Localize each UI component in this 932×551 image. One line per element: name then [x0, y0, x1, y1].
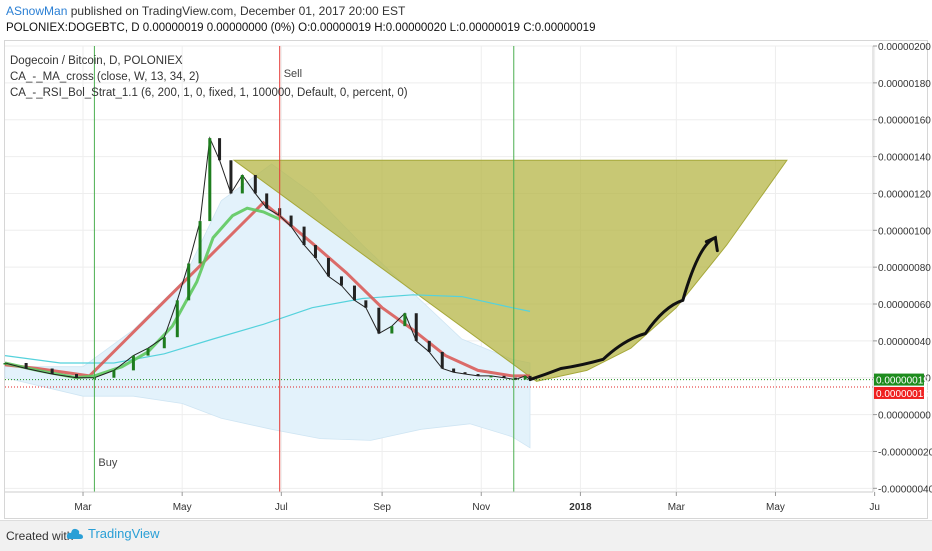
x-tick-label: May — [766, 502, 785, 513]
chart-frame — [4, 40, 928, 519]
price-candle — [229, 160, 233, 194]
x-tick-label: Mar — [74, 502, 92, 513]
tradingview-name: TradingView — [88, 526, 160, 541]
price-badge-label-0: 0.00000019 — [876, 376, 929, 387]
price-candle — [75, 374, 79, 378]
price-candle — [240, 175, 244, 194]
price-candle — [513, 377, 517, 380]
y-tick-label: 0.00000160 — [878, 116, 931, 127]
price-candle — [502, 375, 506, 378]
x-tick-label: 2018 — [569, 502, 592, 513]
signal-label-sell: Sell — [284, 68, 302, 80]
price-candle — [162, 337, 166, 349]
created-with-text: Created with — [6, 529, 74, 543]
price-candle — [289, 215, 293, 227]
price-candle — [24, 362, 28, 369]
y-tick-label: 0.00000000 — [878, 411, 931, 422]
price-candle — [339, 276, 343, 286]
price-candle — [218, 138, 222, 161]
price-candle — [253, 175, 257, 194]
y-tick-label: 0.00000180 — [878, 79, 931, 90]
price-candle — [198, 221, 202, 264]
price-close-line — [4, 136, 531, 381]
signal-label-buy: Buy — [98, 457, 117, 469]
hand-drawn-arrow — [528, 236, 717, 382]
price-candle — [476, 374, 480, 376]
y-tick-label: 0.00000100 — [878, 226, 931, 237]
tradingview-cloud-icon — [66, 528, 83, 539]
price-candle — [50, 368, 54, 375]
y-tick-label: -0.00000020 — [878, 447, 932, 458]
price-badge-bg-0 — [874, 373, 924, 386]
price-candle — [187, 263, 191, 301]
price-candle — [523, 375, 527, 380]
tradingview-brand[interactable]: TradingView — [66, 526, 160, 541]
x-tick-label: Ju — [869, 502, 880, 513]
price-candle — [3, 362, 7, 365]
x-tick-label: Nov — [472, 502, 490, 513]
price-candle — [326, 257, 330, 277]
x-tick-label: Sep — [373, 502, 391, 513]
hand-drawn-arrow-head — [704, 235, 719, 253]
price-candle — [131, 355, 135, 371]
price-candle — [440, 351, 444, 369]
y-tick-label: 0.00000060 — [878, 300, 931, 311]
price-candle — [302, 226, 306, 246]
y-tick-label: 0.00000140 — [878, 153, 931, 164]
legend-symbol[interactable]: Dogecoin / Bitcoin, D, POLONIEX — [10, 55, 183, 67]
price-badge-label-1: 0.00000015 — [876, 389, 929, 400]
price-candle — [313, 245, 317, 258]
price-candle — [352, 285, 356, 301]
price-candle — [175, 300, 179, 338]
y-tick-label: 0.00000120 — [878, 189, 931, 200]
price-candle — [208, 138, 212, 222]
x-tick-label: May — [173, 502, 192, 513]
price-candle — [377, 307, 381, 334]
legend-rsi-bol[interactable]: CA_-_RSI_Bol_Strat_1.1 (6, 200, 1, 0, fi… — [10, 87, 408, 99]
price-candle — [146, 348, 150, 356]
bollinger-band-area — [4, 163, 531, 449]
price-candle — [528, 375, 532, 380]
y-tick-label: 0.00000040 — [878, 337, 931, 348]
price-candle — [452, 368, 456, 373]
footer: Created with TradingView — [0, 520, 932, 551]
y-tick-label: -0.00000040 — [878, 484, 932, 495]
published-text: published on TradingView.com, December 0… — [70, 4, 406, 18]
price-candle — [489, 375, 493, 378]
price-badge-bg-1 — [874, 386, 924, 399]
bollinger-basis-line — [4, 294, 531, 364]
price-candle — [403, 313, 407, 327]
price-candle — [112, 370, 116, 378]
price-candle — [463, 372, 467, 375]
price-chart[interactable]: Buy Sell 0.00000200 0.00000180 0.00000160 0.0… — [0, 0, 932, 520]
ohlc-line: POLONIEX:DOGEBTC, D 0.00000019 0.0000000… — [6, 22, 596, 34]
cup-projection-area — [232, 159, 788, 382]
y-tick-label: 0.00000080 — [878, 263, 931, 274]
x-tick-label: Jul — [275, 502, 288, 513]
publish-line: ASnowMan published on TradingView.com, D… — [6, 4, 405, 18]
price-candle — [265, 193, 269, 209]
legend-ma-cross[interactable]: CA_-_MA_cross (close, W, 13, 34, 2) — [10, 71, 200, 83]
x-tick-label: Mar — [668, 502, 686, 513]
price-candle — [364, 300, 368, 308]
price-candle — [414, 313, 418, 341]
publish-header: ASnowMan published on TradingView.com, D… — [0, 0, 932, 40]
price-candle — [427, 340, 431, 352]
y-tick-label: 0.00000200 — [878, 42, 931, 53]
author-link[interactable]: ASnowMan — [6, 4, 68, 18]
price-candle — [390, 326, 394, 334]
